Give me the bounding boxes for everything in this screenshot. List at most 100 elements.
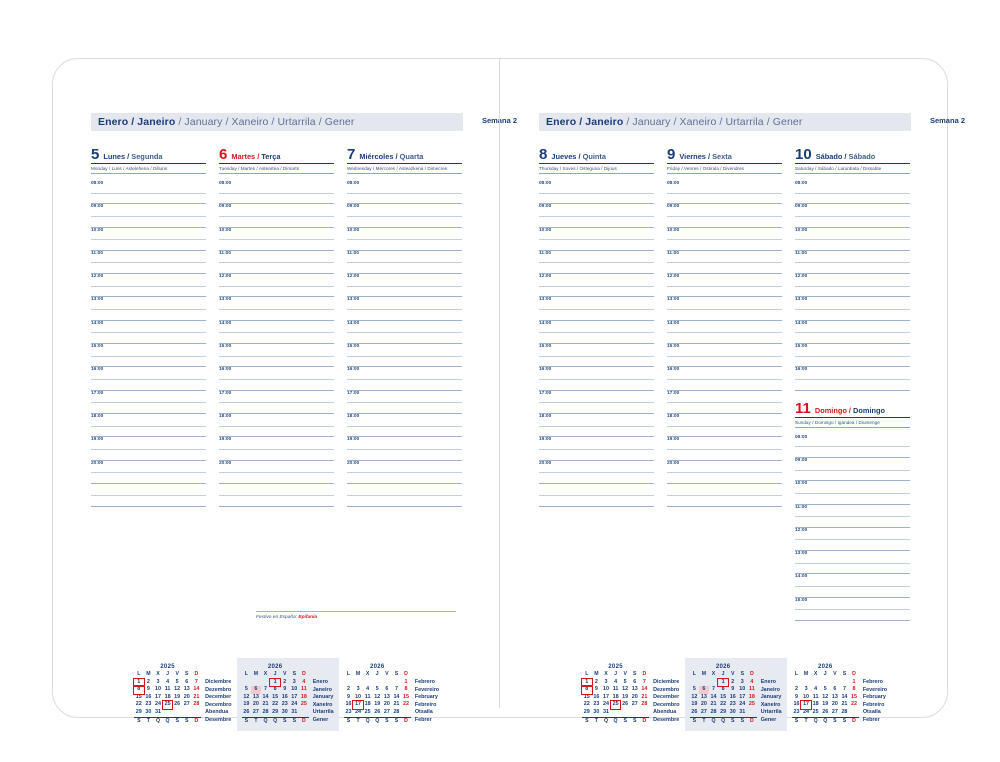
calendar-day-cell[interactable]: 19 bbox=[243, 701, 250, 708]
calendar-day-cell[interactable]: 2 bbox=[731, 678, 735, 685]
calendar-day-cell[interactable]: 29 bbox=[272, 708, 279, 715]
calendar-day-cell[interactable]: 24 bbox=[154, 701, 161, 708]
calendar-day-cell[interactable] bbox=[849, 709, 859, 717]
time-slot[interactable]: 10:00 bbox=[667, 228, 782, 251]
calendar-day-cell[interactable]: 13 bbox=[252, 693, 259, 700]
calendar-day-cell[interactable]: 29 bbox=[583, 708, 590, 715]
calendar-day-cell[interactable]: 9 bbox=[283, 686, 287, 693]
calendar-day-cell[interactable]: 18 bbox=[812, 701, 819, 708]
calendar-day-cell[interactable]: 1 bbox=[404, 678, 408, 685]
calendar-day-cell[interactable]: 28 bbox=[262, 708, 269, 715]
calendar-day-cell[interactable]: 2 bbox=[794, 686, 798, 693]
time-slot[interactable]: 09:00 bbox=[667, 204, 782, 228]
calendar-day-cell[interactable]: 24 bbox=[355, 708, 362, 715]
calendar-day-cell[interactable]: 15 bbox=[135, 693, 142, 700]
calendar-day-cell[interactable]: 19 bbox=[374, 701, 381, 708]
calendar-day-cell[interactable] bbox=[830, 679, 840, 687]
calendar-day-cell[interactable]: 7 bbox=[642, 678, 646, 685]
calendar-day-cell[interactable]: 16 bbox=[593, 693, 600, 700]
calendar-day-cell[interactable] bbox=[251, 679, 261, 687]
calendar-day-cell[interactable]: 6 bbox=[699, 686, 709, 694]
calendar-day-cell[interactable]: 27 bbox=[631, 701, 638, 708]
time-slot[interactable]: 17:00 bbox=[347, 391, 462, 414]
calendar-day-cell[interactable]: 21 bbox=[193, 693, 200, 700]
calendar-day-cell[interactable] bbox=[172, 709, 182, 717]
calendar-day-cell[interactable]: 2 bbox=[594, 678, 598, 685]
time-slot[interactable]: 14:00 bbox=[795, 321, 910, 345]
time-slot[interactable]: 17:00 bbox=[219, 391, 334, 414]
calendar-day-cell[interactable]: 3 bbox=[804, 686, 808, 693]
calendar-day-cell[interactable]: 31 bbox=[154, 708, 161, 715]
calendar-day-cell[interactable] bbox=[709, 679, 719, 687]
time-slot[interactable]: 18:00 bbox=[667, 414, 782, 438]
calendar-day-cell[interactable]: 5 bbox=[823, 686, 827, 693]
time-slot[interactable]: 20:00 bbox=[219, 461, 334, 484]
time-slot[interactable]: 12:00 bbox=[667, 274, 782, 298]
calendar-day-cell[interactable]: 12 bbox=[822, 693, 829, 700]
calendar-day-cell[interactable]: 12 bbox=[174, 686, 181, 693]
calendar-day-cell[interactable]: 25 bbox=[364, 708, 371, 715]
calendar-day-cell[interactable]: 26 bbox=[174, 701, 181, 708]
calendar-day-cell[interactable]: 8 bbox=[581, 685, 593, 695]
time-slot[interactable]: 16:00 bbox=[667, 367, 782, 391]
calendar-day-cell[interactable]: 23 bbox=[729, 701, 736, 708]
time-slot[interactable]: 10:00 bbox=[91, 228, 206, 251]
calendar-day-cell[interactable]: 27 bbox=[183, 701, 190, 708]
time-slot[interactable]: 08:00 bbox=[347, 181, 462, 205]
time-slot[interactable]: 19:00 bbox=[347, 437, 462, 461]
calendar-day-cell[interactable]: 8 bbox=[721, 686, 725, 693]
calendar-day-cell[interactable]: 15 bbox=[583, 693, 590, 700]
calendar-day-cell[interactable]: 10 bbox=[154, 686, 161, 693]
time-slot[interactable]: 13:00 bbox=[795, 551, 910, 575]
time-slot[interactable]: 13:00 bbox=[667, 297, 782, 321]
time-slot[interactable]: 15:00 bbox=[91, 344, 206, 368]
calendar-day-cell[interactable]: 11 bbox=[812, 693, 819, 700]
calendar-day-cell[interactable]: 14 bbox=[641, 686, 648, 693]
calendar-day-cell[interactable]: 4 bbox=[302, 678, 306, 685]
calendar-day-cell[interactable]: 30 bbox=[729, 708, 736, 715]
calendar-day-cell[interactable]: 12 bbox=[243, 693, 250, 700]
calendar-day-cell[interactable]: 20 bbox=[700, 701, 707, 708]
time-slot[interactable] bbox=[539, 484, 654, 508]
calendar-day-cell[interactable]: 30 bbox=[593, 708, 600, 715]
time-slot[interactable]: 11:00 bbox=[795, 505, 910, 528]
time-slot[interactable]: 12:00 bbox=[91, 274, 206, 298]
calendar-day-cell[interactable]: 14 bbox=[262, 693, 269, 700]
calendar-day-cell[interactable]: 30 bbox=[145, 708, 152, 715]
calendar-day-cell[interactable]: 9 bbox=[794, 693, 798, 700]
calendar-day-cell[interactable]: 28 bbox=[193, 701, 200, 708]
time-slot[interactable]: 16:00 bbox=[539, 367, 654, 391]
calendar-day-cell[interactable] bbox=[344, 679, 354, 687]
time-slot[interactable]: 14:00 bbox=[219, 321, 334, 345]
calendar-day-cell[interactable]: 26 bbox=[822, 708, 829, 715]
time-slot[interactable]: 13:00 bbox=[219, 297, 334, 321]
calendar-day-cell[interactable]: 18 bbox=[164, 693, 171, 700]
calendar-day-cell[interactable]: 23 bbox=[345, 708, 352, 715]
calendar-day-cell[interactable]: 6 bbox=[633, 678, 637, 685]
calendar-day-cell[interactable]: 28 bbox=[393, 708, 400, 715]
time-slot[interactable]: 12:00 bbox=[795, 274, 910, 298]
calendar-day-cell[interactable]: 13 bbox=[831, 693, 838, 700]
calendar-day-cell[interactable]: 3 bbox=[292, 678, 296, 685]
calendar-day-cell[interactable]: 26 bbox=[691, 708, 698, 715]
calendar-day-cell[interactable]: 19 bbox=[691, 701, 698, 708]
calendar-day-cell[interactable]: 22 bbox=[403, 701, 410, 708]
calendar-day-cell[interactable]: 9 bbox=[146, 686, 150, 693]
calendar-day-cell[interactable]: 19 bbox=[822, 701, 829, 708]
calendar-day-cell[interactable]: 6 bbox=[385, 686, 389, 693]
calendar-day-cell[interactable]: 7 bbox=[194, 678, 198, 685]
time-slot[interactable]: 15:00 bbox=[219, 344, 334, 368]
time-slot[interactable]: 13:00 bbox=[795, 297, 910, 321]
calendar-day-cell[interactable]: 27 bbox=[252, 708, 259, 715]
calendar-day-cell[interactable]: 14 bbox=[393, 693, 400, 700]
calendar-day-cell[interactable]: 8 bbox=[133, 685, 145, 695]
time-slot[interactable]: 15:00 bbox=[667, 344, 782, 368]
calendar-day-cell[interactable]: 20 bbox=[183, 693, 190, 700]
calendar-day-cell[interactable]: 17 bbox=[291, 693, 298, 700]
calendar-day-cell[interactable]: 20 bbox=[383, 701, 390, 708]
calendar-day-cell[interactable]: 6 bbox=[833, 686, 837, 693]
time-slot[interactable]: 12:00 bbox=[795, 528, 910, 552]
calendar-day-cell[interactable]: 22 bbox=[272, 701, 279, 708]
calendar-day-cell[interactable] bbox=[382, 679, 392, 687]
calendar-day-cell[interactable]: 19 bbox=[174, 693, 181, 700]
